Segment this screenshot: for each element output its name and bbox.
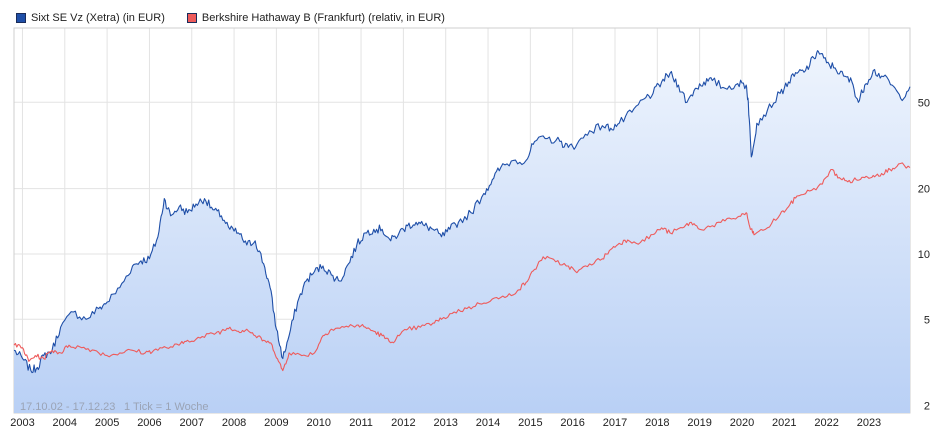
berkshire-series-line xyxy=(13,162,911,372)
x-tick-label: 2019 xyxy=(687,417,711,429)
date-range-label: 17.10.02 - 17.12.23 xyxy=(20,401,115,413)
x-tick-label: 2012 xyxy=(391,417,415,429)
x-tick-label: 2009 xyxy=(264,417,288,429)
legend-label-berkshire: Berkshire Hathaway B (Frankfurt) (relati… xyxy=(201,12,445,24)
y-tick-label: 5 xyxy=(924,314,930,326)
x-tick-label: 2021 xyxy=(772,417,796,429)
legend-item-sixt[interactable]: Sixt SE Vz (Xetra) (in EUR) xyxy=(16,12,165,24)
y-tick-label: 10 xyxy=(918,249,930,261)
x-tick-label: 2010 xyxy=(306,417,330,429)
legend-item-berkshire[interactable]: Berkshire Hathaway B (Frankfurt) (relati… xyxy=(186,12,445,24)
y-tick-label: 20 xyxy=(918,184,930,196)
legend: Sixt SE Vz (Xetra) (in EUR) Berkshire Ha… xyxy=(16,10,467,26)
y-tick-label: 50 xyxy=(918,97,930,109)
x-tick-label: 2014 xyxy=(476,417,500,429)
x-tick-label: 2015 xyxy=(518,417,542,429)
sixt-series-line xyxy=(13,50,911,374)
legend-swatch-berkshire xyxy=(186,13,197,23)
legend-label-sixt: Sixt SE Vz (Xetra) (in EUR) xyxy=(31,12,165,24)
tick-interval-label: 1 Tick = 1 Woche xyxy=(124,401,208,413)
x-tick-label: 2022 xyxy=(814,417,838,429)
x-tick-label: 2011 xyxy=(349,417,373,429)
x-tick-label: 2013 xyxy=(433,417,457,429)
x-tick-label: 2005 xyxy=(95,417,119,429)
sixt-area-fill xyxy=(14,50,910,413)
legend-swatch-sixt xyxy=(16,13,26,23)
x-tick-label: 2016 xyxy=(560,417,584,429)
x-tick-label: 2020 xyxy=(730,417,754,429)
x-tick-label: 2007 xyxy=(180,417,204,429)
x-tick-label: 2023 xyxy=(857,417,881,429)
x-tick-label: 2004 xyxy=(53,417,77,429)
x-tick-label: 2008 xyxy=(222,417,246,429)
x-tick-label: 2017 xyxy=(603,417,627,429)
x-tick-label: 2018 xyxy=(645,417,669,429)
y-tick-label: 2 xyxy=(924,401,930,413)
x-tick-label: 2003 xyxy=(10,417,34,429)
x-tick-label: 2006 xyxy=(137,417,161,429)
